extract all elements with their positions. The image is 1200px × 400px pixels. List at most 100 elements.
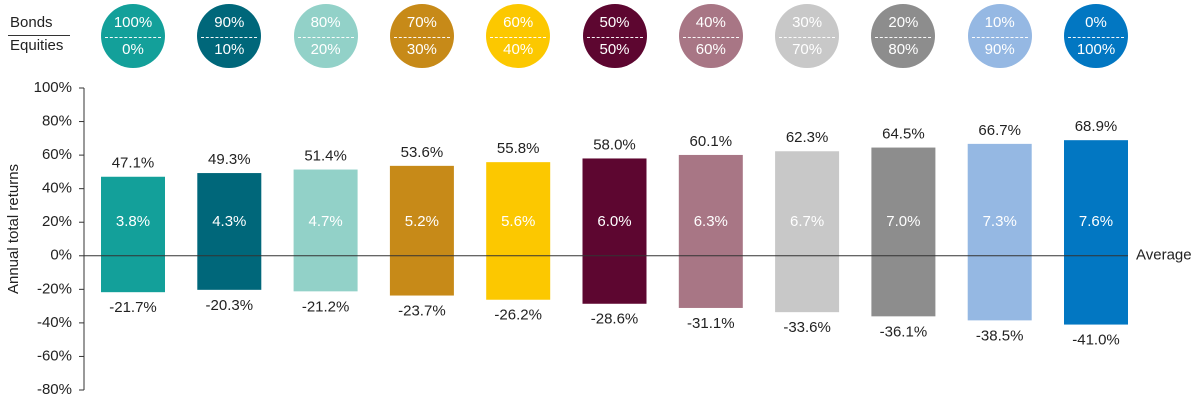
equities-pct: 70%: [792, 41, 823, 58]
worst-year-label: -21.2%: [302, 298, 350, 315]
allocation-divider: [875, 37, 932, 38]
allocation-circle: 40% 60%: [678, 4, 743, 68]
bonds-pct: 0%: [1085, 14, 1107, 31]
equities-pct: 90%: [984, 41, 1015, 58]
bonds-pct: 40%: [695, 14, 726, 31]
allocation-divider: [971, 37, 1028, 38]
y-tick-label: 0%: [50, 247, 72, 264]
average-label: 4.7%: [308, 213, 342, 230]
equities-row-label: Equities: [10, 37, 64, 54]
equities-pct: 20%: [310, 41, 341, 58]
range-bar: [678, 154, 743, 308]
bonds-pct: 100%: [113, 14, 153, 31]
worst-year-label: -41.0%: [1072, 332, 1120, 349]
range-bar: [486, 162, 551, 300]
worst-year-label: -28.6%: [591, 311, 639, 328]
bonds-row-label: Bonds: [10, 14, 53, 31]
allocation-circle: 100% 0%: [101, 4, 165, 68]
best-year-label: 68.9%: [1075, 118, 1118, 135]
best-year-label: 62.3%: [786, 129, 829, 146]
bonds-pct: 60%: [503, 14, 534, 31]
allocation-divider: [201, 37, 258, 38]
bonds-pct: 70%: [406, 14, 437, 31]
allocation-divider: [490, 37, 547, 38]
allocation-circle: 90% 10%: [197, 4, 262, 68]
y-tick-label: 20%: [42, 213, 72, 230]
worst-year-label: -31.1%: [687, 315, 735, 332]
allocation-divider: [779, 37, 836, 38]
equities-pct: 30%: [406, 41, 437, 58]
average-label: 7.0%: [886, 213, 920, 230]
range-bar: [293, 169, 358, 292]
y-tick-label: -20%: [37, 280, 72, 297]
equities-pct: 40%: [503, 41, 534, 58]
allocation-divider: [393, 37, 450, 38]
range-bar: [389, 165, 454, 296]
worst-year-label: -26.2%: [494, 307, 542, 324]
y-tick-label: 60%: [42, 146, 72, 163]
allocation-circle: 70% 30%: [389, 4, 454, 68]
equities-pct: 80%: [888, 41, 919, 58]
worst-year-label: -20.3%: [206, 297, 254, 314]
average-label: 3.8%: [116, 213, 150, 230]
bonds-pct: 90%: [214, 14, 245, 31]
header-divider: [8, 35, 70, 36]
average-label: 7.3%: [983, 213, 1017, 230]
average-label: 6.3%: [694, 213, 728, 230]
range-bar: [871, 147, 936, 317]
allocation-circle: 60% 40%: [486, 4, 551, 68]
average-label: 5.2%: [405, 213, 439, 230]
allocation-divider: [586, 37, 643, 38]
best-year-label: 64.5%: [882, 126, 925, 143]
best-year-label: 53.6%: [401, 144, 444, 161]
y-tick-label: -60%: [37, 347, 72, 364]
y-tick-label: 40%: [42, 180, 72, 197]
best-year-label: 55.8%: [497, 140, 540, 157]
equities-pct: 10%: [214, 41, 245, 58]
range-bar: [775, 151, 840, 313]
average-label: 6.7%: [790, 213, 824, 230]
best-year-label: 51.4%: [304, 148, 347, 165]
y-tick-label: -80%: [37, 381, 72, 398]
range-bar: [967, 143, 1032, 321]
best-year-label: 60.1%: [690, 133, 733, 150]
y-tick-label: -40%: [37, 314, 72, 331]
average-label: 6.0%: [597, 213, 631, 230]
worst-year-label: -38.5%: [976, 327, 1024, 344]
average-line-label: Average: [1136, 247, 1192, 264]
bonds-pct: 20%: [888, 14, 919, 31]
range-bar: [1064, 140, 1128, 325]
allocation-circle: 30% 70%: [775, 4, 840, 68]
worst-year-label: -21.7%: [109, 299, 157, 316]
bonds-pct: 30%: [792, 14, 823, 31]
bonds-pct: 10%: [984, 14, 1015, 31]
bonds-pct: 80%: [310, 14, 341, 31]
best-year-label: 58.0%: [593, 136, 636, 153]
y-axis-title: Annual total returns: [5, 164, 22, 294]
equities-pct: 100%: [1076, 41, 1116, 58]
allocation-circle: 80% 20%: [293, 4, 358, 68]
allocation-divider: [105, 37, 161, 38]
allocation-circle: 20% 80%: [871, 4, 936, 68]
allocation-circle: 0% 100%: [1064, 4, 1128, 68]
range-bar: [101, 176, 165, 293]
allocation-divider: [1068, 37, 1124, 38]
worst-year-label: -33.6%: [783, 319, 831, 336]
allocation-divider: [682, 37, 739, 38]
average-label: 5.6%: [501, 213, 535, 230]
average-label: 7.6%: [1079, 213, 1113, 230]
allocation-circle: 50% 50%: [582, 4, 647, 68]
worst-year-label: -23.7%: [398, 303, 446, 320]
y-tick-label: 80%: [42, 113, 72, 130]
range-bar: [582, 158, 647, 304]
best-year-label: 47.1%: [112, 155, 155, 172]
equities-pct: 0%: [122, 41, 144, 58]
best-year-label: 66.7%: [978, 122, 1021, 139]
best-year-label: 49.3%: [208, 151, 251, 168]
bonds-pct: 50%: [599, 14, 630, 31]
allocation-circle: 10% 90%: [967, 4, 1032, 68]
allocation-divider: [297, 37, 354, 38]
y-tick-label: 100%: [34, 79, 72, 96]
average-label: 4.3%: [212, 213, 246, 230]
